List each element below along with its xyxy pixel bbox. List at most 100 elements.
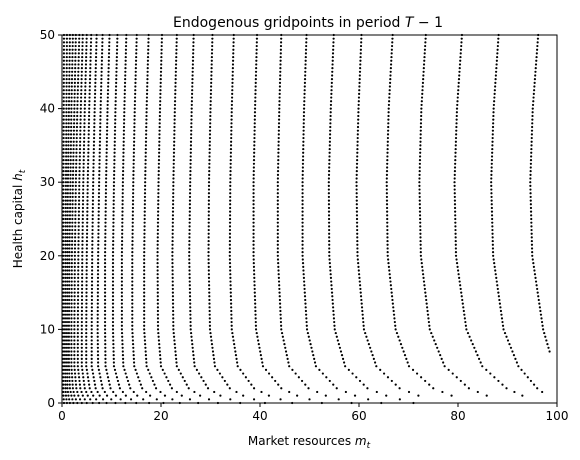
gridpoint — [143, 298, 146, 302]
gridpoint — [171, 258, 174, 261]
gridpoint — [76, 350, 79, 353]
gridpoint — [73, 343, 76, 346]
gridpoint — [157, 195, 160, 199]
gridpoint — [79, 133, 82, 136]
gridpoint — [77, 59, 80, 62]
gridpoint — [88, 383, 91, 386]
y-tick-label: 50 — [40, 28, 55, 42]
gridpoint — [68, 273, 71, 276]
gridpoint — [101, 44, 104, 48]
gridpoint — [327, 210, 331, 213]
gridpoint — [173, 140, 176, 143]
gridpoint — [143, 317, 146, 320]
gridpoint — [389, 63, 393, 66]
gridpoint — [96, 280, 100, 283]
gridpoint — [136, 394, 139, 397]
gridpoint — [535, 284, 538, 287]
gridpoint — [133, 96, 137, 99]
gridpoint — [78, 184, 81, 187]
gridpoint — [131, 243, 134, 246]
gridpoint — [67, 122, 70, 125]
gridpoint — [62, 258, 65, 261]
gridpoint — [112, 357, 115, 360]
gridpoint — [330, 287, 333, 291]
gridpoint — [103, 276, 107, 279]
gridpoint — [132, 177, 135, 180]
gridpoint — [82, 151, 85, 154]
gridpoint — [84, 92, 87, 95]
gridpoint — [192, 48, 195, 51]
gridpoint — [302, 151, 305, 154]
gridpoint — [134, 70, 137, 73]
gridpoint — [470, 339, 473, 342]
gridpoint — [174, 346, 177, 349]
gridpoint — [113, 140, 116, 143]
gridpoint — [122, 140, 125, 143]
gridpoint — [356, 136, 359, 140]
gridpoint — [70, 343, 73, 346]
gridpoint — [80, 343, 83, 346]
gridpoint — [305, 44, 308, 48]
gridpoint — [389, 74, 392, 77]
gridpoint — [386, 166, 389, 169]
gridpoint — [190, 331, 193, 335]
gridpoint — [156, 239, 159, 243]
gridpoint — [207, 251, 210, 254]
gridpoint — [80, 89, 83, 92]
gridpoint — [188, 221, 191, 224]
gridpoint — [485, 394, 488, 397]
gridpoint — [144, 155, 147, 158]
gridpoint — [207, 262, 210, 265]
gridpoint — [188, 206, 191, 210]
gridpoint — [74, 41, 77, 44]
gridpoint — [71, 225, 74, 228]
gridpoint — [253, 125, 256, 129]
gridpoint — [493, 262, 496, 265]
gridpoint — [495, 276, 498, 279]
gridpoint — [108, 37, 111, 40]
gridpoint — [79, 122, 82, 125]
gridpoint — [460, 44, 463, 48]
gridpoint — [112, 228, 115, 232]
gridpoint — [121, 195, 124, 199]
gridpoint — [87, 140, 90, 143]
gridpoint — [228, 232, 232, 235]
gridpoint — [108, 48, 111, 51]
gridpoint — [111, 306, 115, 309]
gridpoint — [85, 262, 88, 265]
gridpoint — [76, 118, 79, 121]
gridpoint — [113, 162, 116, 165]
gridpoint — [189, 184, 192, 187]
gridpoint — [398, 398, 401, 401]
gridpoint — [77, 199, 81, 202]
gridpoint — [158, 144, 161, 147]
gridpoint — [65, 361, 69, 364]
gridpoint — [64, 372, 67, 375]
gridpoint — [73, 262, 76, 265]
gridpoint — [302, 125, 305, 129]
gridpoint — [210, 48, 214, 51]
gridpoint — [66, 203, 69, 206]
gridpoint — [78, 144, 82, 147]
gridpoint — [190, 118, 193, 121]
gridpoint — [122, 166, 125, 169]
gridpoint — [386, 243, 389, 246]
gridpoint — [146, 63, 149, 66]
gridpoint — [407, 365, 411, 368]
gridpoint — [171, 210, 175, 213]
gridpoint — [98, 394, 101, 397]
gridpoint — [64, 254, 67, 257]
gridpoint — [210, 63, 213, 66]
gridpoint — [76, 100, 79, 103]
gridpoint — [94, 70, 97, 73]
gridpoint — [149, 394, 152, 397]
gridpoint — [387, 114, 390, 118]
gridpoint — [190, 92, 194, 95]
gridpoint — [208, 295, 211, 298]
gridpoint — [534, 70, 537, 73]
gridpoint — [304, 48, 308, 51]
gridpoint — [382, 372, 386, 375]
gridpoint — [85, 265, 88, 268]
gridpoint — [63, 357, 67, 360]
